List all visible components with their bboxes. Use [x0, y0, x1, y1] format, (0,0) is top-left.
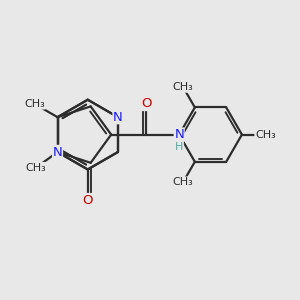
Text: CH₃: CH₃ — [24, 99, 45, 109]
Text: N: N — [113, 111, 123, 124]
Text: CH₃: CH₃ — [173, 82, 194, 92]
Text: O: O — [82, 194, 93, 207]
Text: O: O — [141, 98, 151, 110]
Text: CH₃: CH₃ — [173, 177, 194, 187]
Text: CH₃: CH₃ — [255, 130, 276, 140]
Text: N: N — [53, 146, 62, 158]
Text: CH₃: CH₃ — [26, 163, 46, 172]
Text: N: N — [174, 128, 184, 141]
Text: N: N — [53, 146, 62, 158]
Text: H: H — [175, 142, 183, 152]
